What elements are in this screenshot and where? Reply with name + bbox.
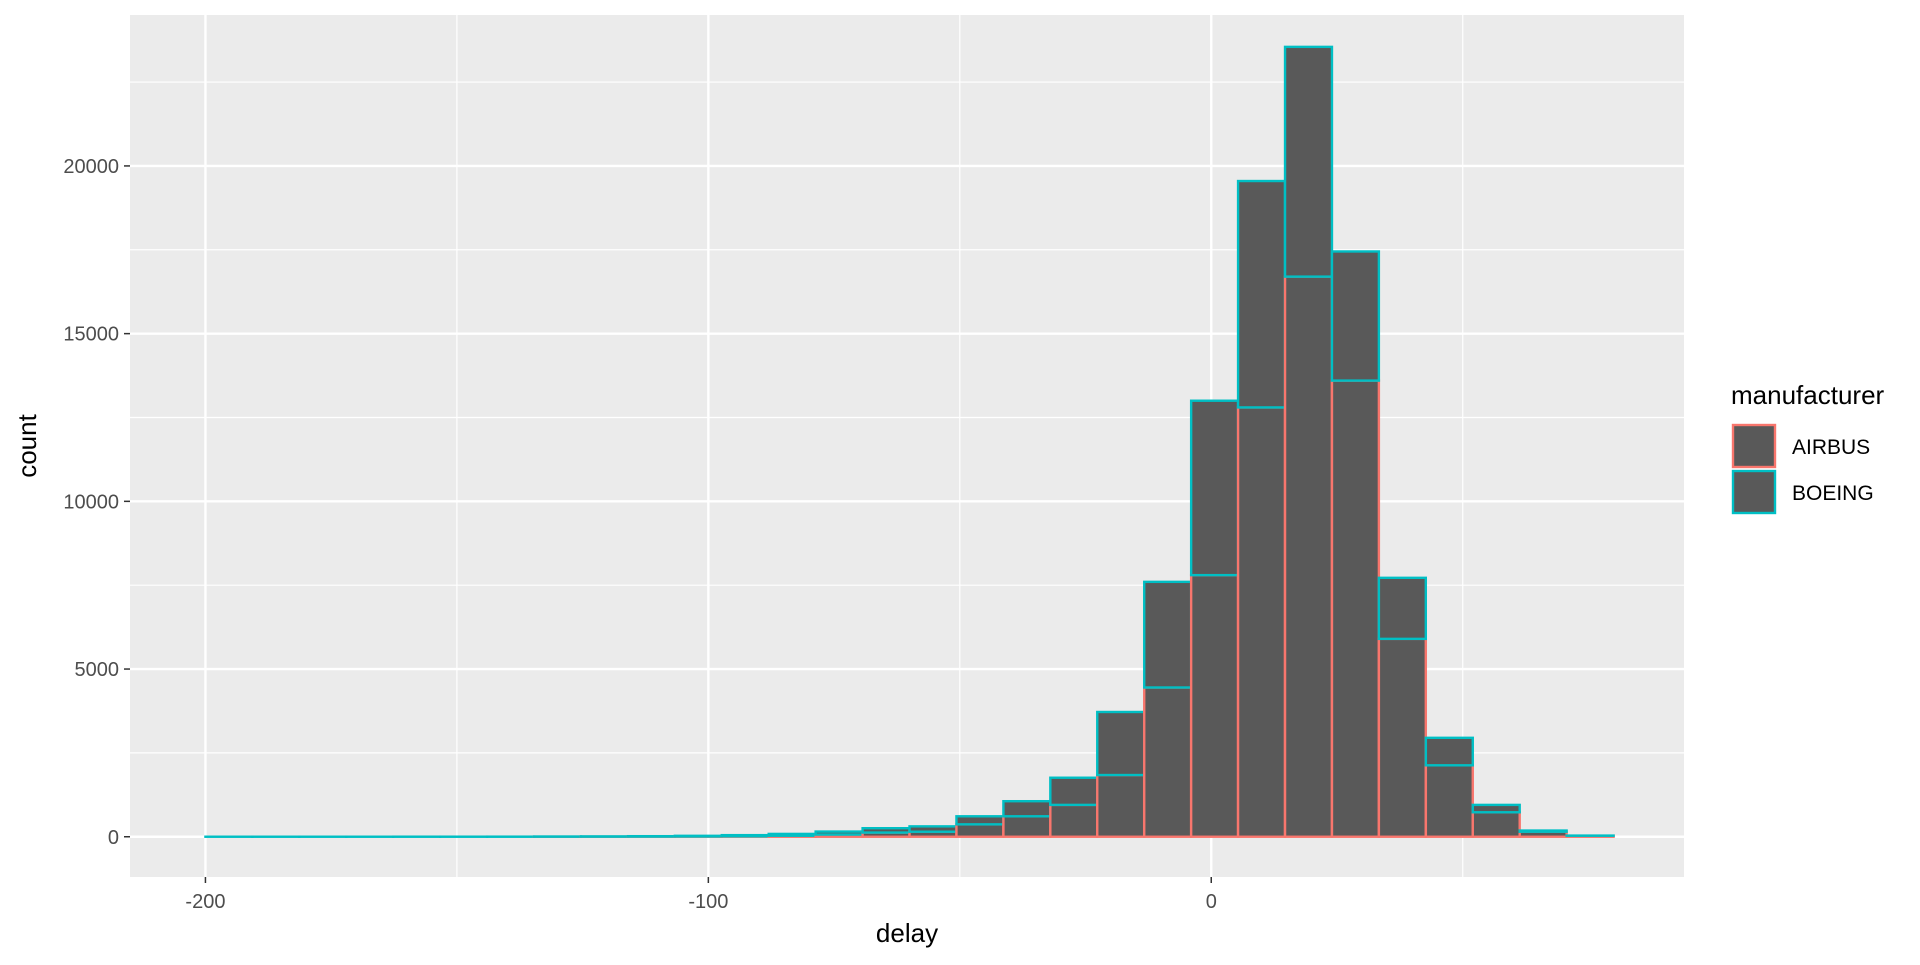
- histogram-bar-boeing: [1332, 251, 1379, 380]
- histogram-bar-airbus: [1191, 575, 1238, 837]
- histogram-bar-airbus: [1097, 775, 1144, 837]
- histogram-bar-boeing: [1285, 47, 1332, 277]
- legend-label-airbus: AIRBUS: [1792, 436, 1870, 459]
- histogram-bar-airbus: [956, 824, 1003, 836]
- histogram-bar-airbus: [1050, 805, 1097, 837]
- y-axis-title: count: [12, 413, 42, 477]
- histogram-bar-airbus: [1238, 407, 1285, 836]
- y-tick-label: 0: [108, 827, 119, 849]
- y-axis: 0 5000 10000 15000 20000: [63, 156, 130, 849]
- histogram-bar-boeing: [1003, 801, 1050, 816]
- histogram-bar-boeing: [722, 835, 769, 836]
- histogram-bar-boeing: [675, 836, 722, 837]
- legend-title: manufacturer: [1731, 380, 1885, 410]
- legend-key-boeing: [1733, 471, 1775, 513]
- x-tick-label: -100: [688, 891, 728, 913]
- y-tick-label: 15000: [63, 324, 119, 346]
- histogram-bar-boeing: [1144, 582, 1191, 688]
- histogram-bar-airbus: [1332, 381, 1379, 837]
- x-axis-title: delay: [876, 918, 938, 948]
- histogram-bar-boeing: [863, 828, 910, 832]
- legend-key-airbus: [1733, 425, 1775, 467]
- histogram-bar-boeing: [816, 832, 863, 835]
- histogram-bar-boeing: [1473, 805, 1520, 812]
- histogram-bar-airbus: [1144, 687, 1191, 836]
- histogram-bar-boeing: [769, 834, 816, 836]
- histogram-bar-boeing: [1191, 401, 1238, 575]
- histogram-bar-airbus: [1379, 639, 1426, 837]
- y-tick-label: 5000: [75, 659, 120, 681]
- legend-label-boeing: BOEING: [1792, 482, 1874, 505]
- histogram-bar-airbus: [1003, 816, 1050, 836]
- x-axis: -200 -100 0: [185, 877, 1216, 913]
- histogram-bar-boeing: [1379, 578, 1426, 639]
- histogram-bar-airbus: [1426, 765, 1473, 836]
- x-tick-label: -200: [185, 891, 225, 913]
- y-tick-label: 10000: [63, 491, 119, 513]
- x-tick-label: 0: [1206, 891, 1217, 913]
- histogram-bar-boeing: [1520, 831, 1567, 832]
- histogram-bar-boeing: [1097, 712, 1144, 775]
- legend: manufacturer AIRBUS BOEING: [1731, 380, 1885, 513]
- y-tick-label: 20000: [63, 156, 119, 178]
- histogram-bar-airbus: [1473, 812, 1520, 836]
- histogram-bar-airbus: [1285, 277, 1332, 837]
- legend-items: AIRBUS BOEING: [1733, 425, 1874, 513]
- histogram-bar-boeing: [1238, 181, 1285, 407]
- histogram-bar-boeing: [1426, 738, 1473, 766]
- histogram-bar-boeing: [910, 826, 957, 831]
- histogram-bar-boeing: [956, 816, 1003, 824]
- histogram-bar-boeing: [1050, 778, 1097, 805]
